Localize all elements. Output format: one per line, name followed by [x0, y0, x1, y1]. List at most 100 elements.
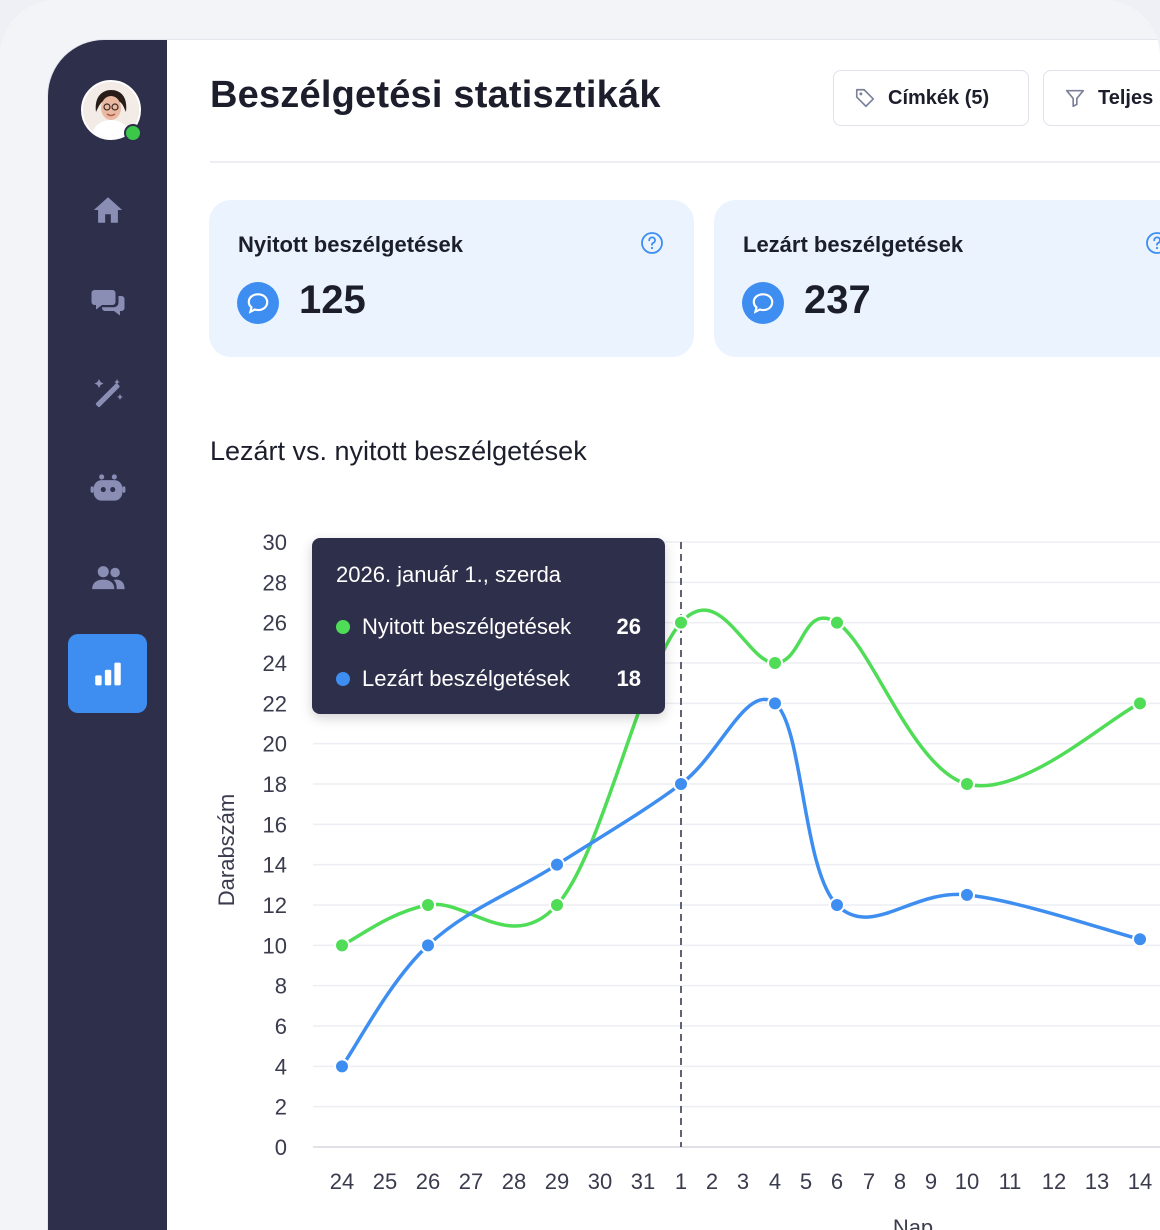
x-tick-label: 31 [631, 1169, 655, 1194]
data-point [829, 897, 845, 913]
x-tick-label: 30 [588, 1169, 612, 1194]
y-tick-label: 30 [263, 530, 287, 555]
data-point [549, 856, 565, 873]
filter-button[interactable]: Teljes [1043, 70, 1160, 126]
series-line-open [340, 608, 1142, 948]
x-tick-label: 12 [1042, 1169, 1066, 1194]
tooltip-label: Nyitott beszélgetések [362, 614, 572, 639]
x-tick-label: 29 [545, 1169, 569, 1194]
data-point [673, 776, 689, 792]
stat-card-open: Nyitott beszélgetések 125 [209, 200, 694, 357]
data-point [420, 937, 436, 954]
data-point [959, 776, 975, 792]
x-tick-label: 10 [955, 1169, 979, 1194]
x-tick-label: 14 [1128, 1169, 1152, 1194]
x-tick-label: 2 [706, 1169, 718, 1194]
sidebar-item-bot[interactable] [68, 448, 147, 527]
y-tick-label: 22 [263, 691, 287, 716]
data-point [1132, 931, 1148, 948]
y-tick-label: 8 [275, 974, 287, 999]
sidebar-item-statistics[interactable] [68, 634, 147, 713]
chat-bubble-icon [237, 282, 279, 324]
x-tick-label: 1 [675, 1169, 687, 1194]
tooltip-row-open: Nyitott beszélgetések 26 [336, 612, 641, 642]
y-tick-label: 28 [263, 570, 287, 595]
stat-card-value: 125 [299, 278, 366, 322]
tooltip-date: 2026. január 1., szerda [336, 562, 562, 587]
tooltip-value: 18 [616, 666, 641, 691]
x-tick-label: 5 [800, 1169, 812, 1194]
sidebar-item-chat[interactable] [68, 262, 147, 341]
x-tick-label: 11 [999, 1169, 1022, 1194]
chat-icon [91, 289, 124, 315]
y-tick-label: 18 [263, 772, 287, 797]
y-tick-label: 14 [263, 853, 287, 878]
stat-card-closed: Lezárt beszélgetések 237 [714, 200, 1160, 357]
y-tick-label: 10 [263, 933, 287, 958]
y-axis-label: Darabszám [214, 794, 239, 906]
x-tick-label: 24 [330, 1169, 354, 1194]
stat-card-title: Nyitott beszélgetések [238, 232, 463, 257]
x-tick-label: 26 [416, 1169, 440, 1194]
filter-button-label: Teljes [1098, 86, 1154, 109]
x-tick-label: 28 [502, 1169, 526, 1194]
data-point [420, 897, 436, 913]
users-icon [91, 565, 125, 589]
chat-bubble-icon [742, 282, 784, 324]
x-tick-label: 9 [925, 1169, 937, 1194]
chart-title: Lezárt vs. nyitott beszélgetések [210, 436, 587, 466]
header-divider [210, 161, 1160, 163]
app-window: Beszélgetési statisztikák Címkék (5) Tel… [48, 40, 1160, 1230]
sidebar-item-magic[interactable] [68, 354, 147, 433]
data-point [767, 655, 783, 671]
x-tick-label: 7 [863, 1169, 875, 1194]
y-tick-label: 0 [275, 1135, 287, 1160]
filter-icon [1065, 89, 1085, 108]
tooltip-value: 26 [616, 614, 641, 639]
sidebar-item-users[interactable] [68, 538, 147, 617]
online-status-dot [124, 124, 142, 142]
x-tick-label: 8 [894, 1169, 906, 1194]
y-tick-label: 12 [263, 893, 287, 918]
user-avatar[interactable] [81, 80, 141, 140]
data-point [673, 614, 689, 631]
tags-button-label: Címkék (5) [888, 86, 990, 109]
x-tick-label: 25 [373, 1169, 397, 1194]
y-tick-label: 6 [275, 1014, 287, 1039]
bar-chart-icon [94, 662, 121, 685]
data-point [334, 1058, 350, 1075]
tooltip-label: Lezárt beszélgetések [362, 666, 570, 691]
sidebar-item-home[interactable] [68, 170, 147, 249]
bot-icon [90, 473, 125, 501]
data-point [334, 937, 350, 954]
stat-card-value: 237 [804, 278, 871, 322]
page-title: Beszélgetési statisztikák [210, 74, 661, 116]
magic-wand-icon [94, 378, 123, 407]
data-point [1132, 695, 1148, 712]
y-tick-label: 2 [275, 1095, 287, 1120]
home-icon [93, 196, 122, 223]
data-point [829, 614, 845, 631]
tooltip-row-closed: Lezárt beszélgetések 18 [336, 664, 641, 694]
y-tick-label: 16 [263, 812, 287, 837]
series-line-closed [340, 697, 1142, 1069]
y-tick-label: 20 [263, 732, 287, 757]
help-icon[interactable] [640, 231, 664, 255]
x-tick-label: 4 [769, 1169, 781, 1194]
x-tick-label: 27 [459, 1169, 483, 1194]
y-tick-label: 24 [263, 651, 287, 676]
legend-dot-open [336, 620, 350, 634]
sidebar [48, 40, 167, 1230]
y-tick-label: 4 [275, 1054, 287, 1079]
data-point [767, 695, 783, 712]
main-content: Beszélgetési statisztikák Címkék (5) Tel… [167, 40, 1160, 1230]
tags-button[interactable]: Címkék (5) [833, 70, 1029, 126]
y-tick-label: 26 [263, 611, 287, 636]
tag-icon [855, 88, 875, 108]
data-point [549, 897, 565, 913]
avatar-portrait-icon [83, 82, 139, 138]
help-icon[interactable] [1145, 231, 1160, 255]
stat-card-title: Lezárt beszélgetések [743, 232, 964, 257]
